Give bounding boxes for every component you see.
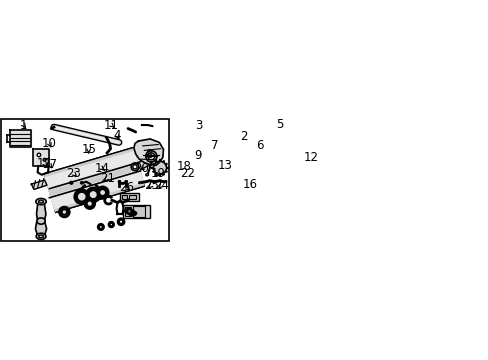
Ellipse shape <box>37 218 45 224</box>
Text: 20: 20 <box>134 162 149 175</box>
Ellipse shape <box>99 189 106 196</box>
Text: 21: 21 <box>100 172 114 185</box>
Ellipse shape <box>70 181 73 184</box>
Ellipse shape <box>153 161 166 175</box>
Text: 18: 18 <box>177 160 191 173</box>
Ellipse shape <box>86 201 93 207</box>
Bar <box>128 195 136 199</box>
Ellipse shape <box>147 153 155 160</box>
Text: 3: 3 <box>195 118 202 131</box>
Text: 22: 22 <box>179 167 194 180</box>
Polygon shape <box>33 149 49 166</box>
Ellipse shape <box>77 192 86 202</box>
Text: 9: 9 <box>193 149 201 162</box>
Text: 23: 23 <box>66 167 81 180</box>
Text: 10: 10 <box>42 137 57 150</box>
Ellipse shape <box>43 158 46 161</box>
Bar <box>125 207 131 216</box>
Text: 15: 15 <box>81 143 96 156</box>
Text: 25: 25 <box>143 179 159 192</box>
Text: 5: 5 <box>276 118 283 131</box>
Text: 8: 8 <box>145 148 152 161</box>
Text: 16: 16 <box>243 178 258 191</box>
Ellipse shape <box>88 190 98 199</box>
Bar <box>133 206 145 217</box>
Polygon shape <box>36 221 46 236</box>
Text: 11: 11 <box>103 118 119 131</box>
Polygon shape <box>10 130 31 147</box>
Text: 2: 2 <box>239 130 247 143</box>
Ellipse shape <box>36 233 46 239</box>
Ellipse shape <box>39 200 43 203</box>
Polygon shape <box>31 180 47 189</box>
Text: 7: 7 <box>211 139 218 152</box>
Text: 12: 12 <box>303 151 318 164</box>
Bar <box>123 205 149 218</box>
Polygon shape <box>134 139 163 165</box>
Text: 19: 19 <box>150 167 165 180</box>
Ellipse shape <box>39 235 43 238</box>
Bar <box>122 195 126 199</box>
Text: 6: 6 <box>256 139 264 152</box>
Text: 14: 14 <box>95 162 110 175</box>
Text: 24: 24 <box>154 179 169 192</box>
Bar <box>120 193 139 201</box>
Ellipse shape <box>127 210 131 213</box>
Ellipse shape <box>145 151 157 162</box>
Ellipse shape <box>131 163 139 171</box>
Text: 13: 13 <box>218 159 232 172</box>
Text: 1: 1 <box>20 118 27 131</box>
Text: 17: 17 <box>37 157 52 170</box>
Polygon shape <box>37 205 46 220</box>
Text: 4: 4 <box>113 129 121 142</box>
Ellipse shape <box>61 209 67 215</box>
Ellipse shape <box>133 165 137 169</box>
Ellipse shape <box>145 174 148 176</box>
Ellipse shape <box>37 153 41 157</box>
Ellipse shape <box>36 198 46 205</box>
Text: 27: 27 <box>42 158 57 171</box>
Text: 26: 26 <box>119 181 134 194</box>
